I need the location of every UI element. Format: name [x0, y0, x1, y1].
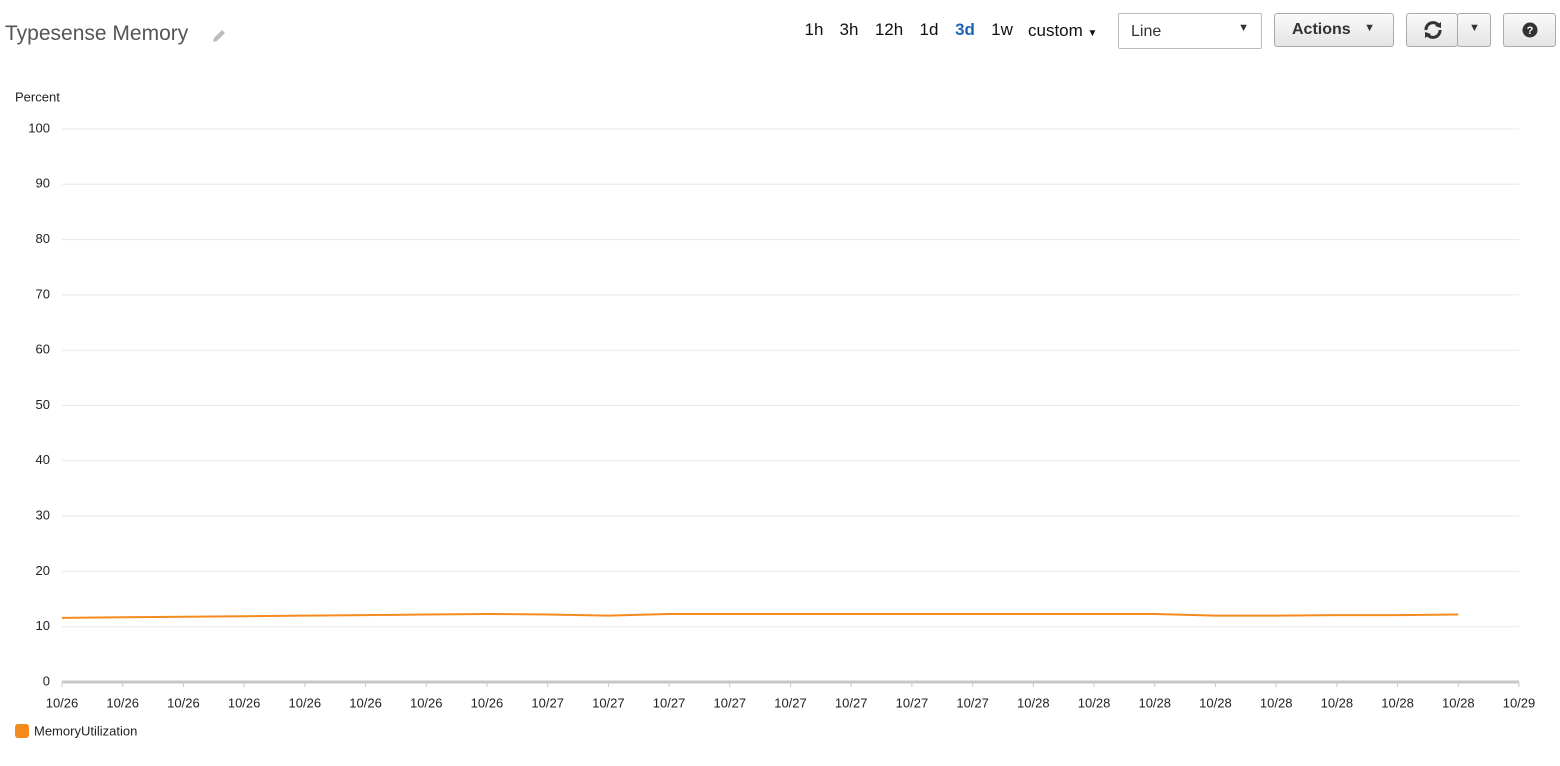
refresh-button[interactable] — [1406, 13, 1458, 47]
time-range[interactable]: 12h — [874, 20, 904, 39]
x-tick-label: 10/28 — [1199, 695, 1232, 710]
y-tick-label: 50 — [36, 397, 50, 412]
x-tick-label: 10/27 — [592, 695, 625, 710]
x-tick-label: 10/28 — [1381, 695, 1414, 710]
legend-swatch — [15, 724, 29, 738]
y-tick-label: 80 — [36, 231, 50, 246]
x-tick-label: 10/26 — [167, 695, 200, 710]
actions-label: Actions — [1292, 21, 1351, 38]
x-tick-label: 10/26 — [471, 695, 504, 710]
x-tick-label: 10/28 — [1078, 695, 1111, 710]
y-tick-label: 30 — [36, 508, 50, 523]
help-button[interactable]: ? — [1503, 13, 1556, 47]
x-tick-label: 10/28 — [1138, 695, 1171, 710]
x-tick-label: 10/27 — [896, 695, 929, 710]
series-line — [61, 612, 1459, 619]
x-tick-label: 10/28 — [1442, 695, 1475, 710]
time-range[interactable]: 1d — [919, 20, 939, 39]
x-tick-label: 10/27 — [835, 695, 868, 710]
widget-title: Typesense Memory — [5, 22, 189, 45]
x-tick-label: 10/28 — [1321, 695, 1354, 710]
svg-text:?: ? — [1527, 25, 1534, 37]
x-tick-label: 10/26 — [289, 695, 322, 710]
actions-button[interactable]: Actions ▼ — [1274, 13, 1394, 47]
refresh-menu[interactable]: ▼ — [1457, 13, 1491, 47]
x-tick-label: 10/27 — [956, 695, 989, 710]
x-tick-label: 10/28 — [1017, 695, 1050, 710]
y-tick-label: 70 — [36, 286, 50, 301]
x-tick-label: 10/27 — [653, 695, 686, 710]
time-range[interactable]: 1h — [804, 20, 824, 39]
x-tick-label: 10/26 — [410, 695, 443, 710]
time-range[interactable]: 3d — [955, 20, 975, 39]
view-select[interactable]: Line ▼ — [1118, 13, 1262, 49]
custom-range[interactable]: custom ▼ — [1028, 21, 1098, 40]
y-tick-label: 0 — [43, 673, 50, 688]
y-tick-label: 90 — [36, 176, 50, 191]
y-tick-label: 100 — [28, 120, 50, 135]
time-range[interactable]: 1w — [991, 20, 1013, 39]
x-tick-label: 10/27 — [531, 695, 564, 710]
custom-label: custom — [1028, 21, 1083, 40]
y-tick-label: 40 — [36, 452, 50, 467]
x-tick-label: 10/26 — [106, 695, 139, 710]
x-tick-label: 10/27 — [714, 695, 747, 710]
x-tick-label: 10/28 — [1260, 695, 1293, 710]
y-tick-label: 20 — [36, 563, 50, 578]
time-range[interactable]: 3h — [839, 20, 859, 39]
y-tick-label: 60 — [36, 342, 50, 357]
y-tick-label: 10 — [36, 618, 50, 633]
x-tick-label: 10/27 — [774, 695, 807, 710]
legend-label: MemoryUtilization — [34, 723, 137, 738]
y-axis-label: Percent — [15, 89, 60, 104]
edit-icon[interactable] — [211, 28, 227, 44]
x-tick-label: 10/26 — [228, 695, 261, 710]
x-tick-label: 10/29 — [1503, 695, 1536, 710]
view-label: Line — [1131, 23, 1162, 40]
x-tick-label: 10/26 — [46, 695, 79, 710]
x-tick-label: 10/26 — [349, 695, 382, 710]
